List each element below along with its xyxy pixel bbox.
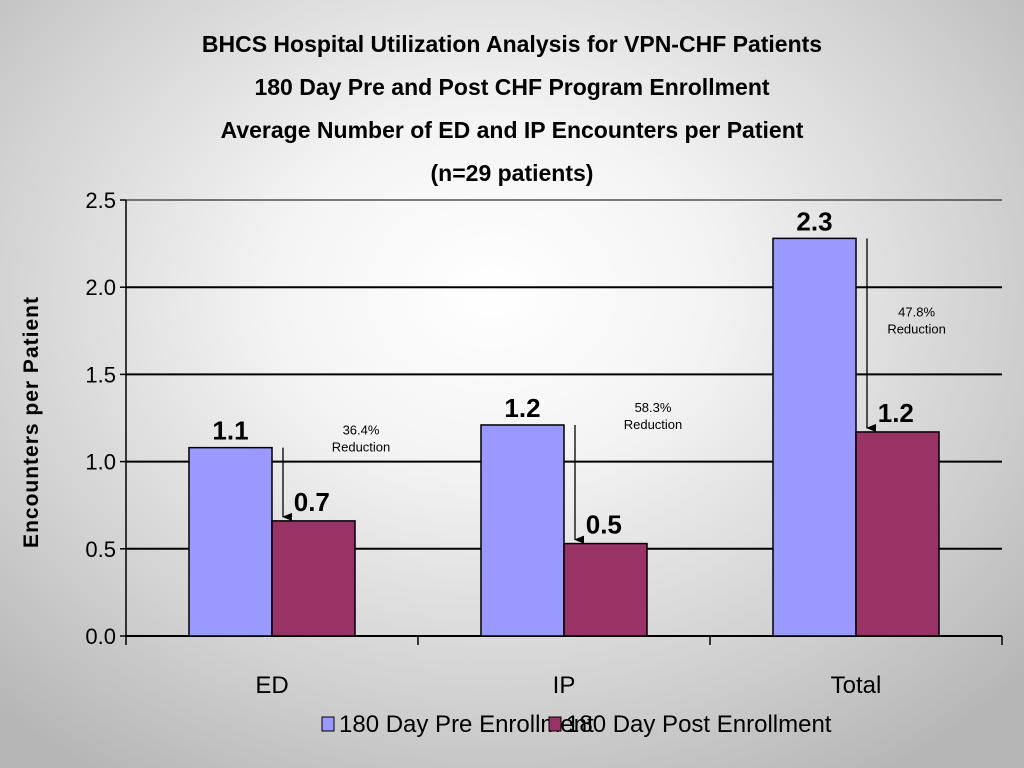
data-label-pre: 1.1 [212, 416, 248, 446]
legend-label-post: 180 Day Post Enrollment [566, 711, 832, 738]
reduction-label: Reduction [332, 440, 391, 455]
data-label-post: 1.2 [878, 398, 914, 428]
reduction-label: Reduction [624, 417, 683, 432]
page-number: 9 [954, 727, 961, 742]
legend-swatch-pre [321, 716, 335, 732]
y-tick-label: 0.5 [85, 537, 116, 562]
plot-area: 0.0 0.5 1.0 1.5 2.0 2.5 1.1 0.7 36.4% Reduction ED… [85, 188, 1003, 699]
chart-subtitle-line: 180 Day Pre and Post CHF Program Enrollm… [254, 74, 769, 100]
bar-pre-enrollment [772, 237, 857, 637]
y-tick-label: 1.0 [85, 450, 116, 475]
y-axis-label: Encounters per Patient [20, 296, 43, 548]
bar-pre-enrollment [480, 424, 565, 637]
y-tick-label: 2.5 [85, 188, 116, 213]
x-category-label: IP [553, 672, 576, 699]
x-category-label: ED [255, 672, 288, 699]
reduction-label: Reduction [887, 321, 946, 336]
reduction-percent: 47.8% [898, 304, 935, 319]
x-category-label: Total [831, 672, 882, 699]
data-label-pre: 2.3 [796, 206, 832, 236]
chart-subtitle-line: Average Number of ED and IP Encounters p… [221, 117, 804, 143]
data-label-post: 0.7 [294, 487, 330, 517]
reduction-percent: 36.4% [343, 423, 380, 438]
y-tick-label: 1.5 [85, 362, 116, 387]
bar-pre-enrollment [188, 446, 273, 637]
data-label-post: 0.5 [586, 510, 622, 540]
chart-title: BHCS Hospital Utilization Analysis for V… [202, 31, 822, 186]
legend-swatch-post [548, 716, 562, 732]
y-tick-label: 2.0 [85, 275, 116, 300]
bar-post-enrollment [563, 542, 648, 637]
chart-title-line: BHCS Hospital Utilization Analysis for V… [202, 31, 822, 57]
bar-post-enrollment [855, 431, 940, 637]
y-tick-label: 0.0 [85, 624, 116, 649]
chart-subtitle-line: (n=29 patients) [431, 160, 594, 186]
data-label-pre: 1.2 [504, 393, 540, 423]
bar-post-enrollment [271, 520, 356, 637]
reduction-percent: 58.3% [635, 400, 672, 415]
